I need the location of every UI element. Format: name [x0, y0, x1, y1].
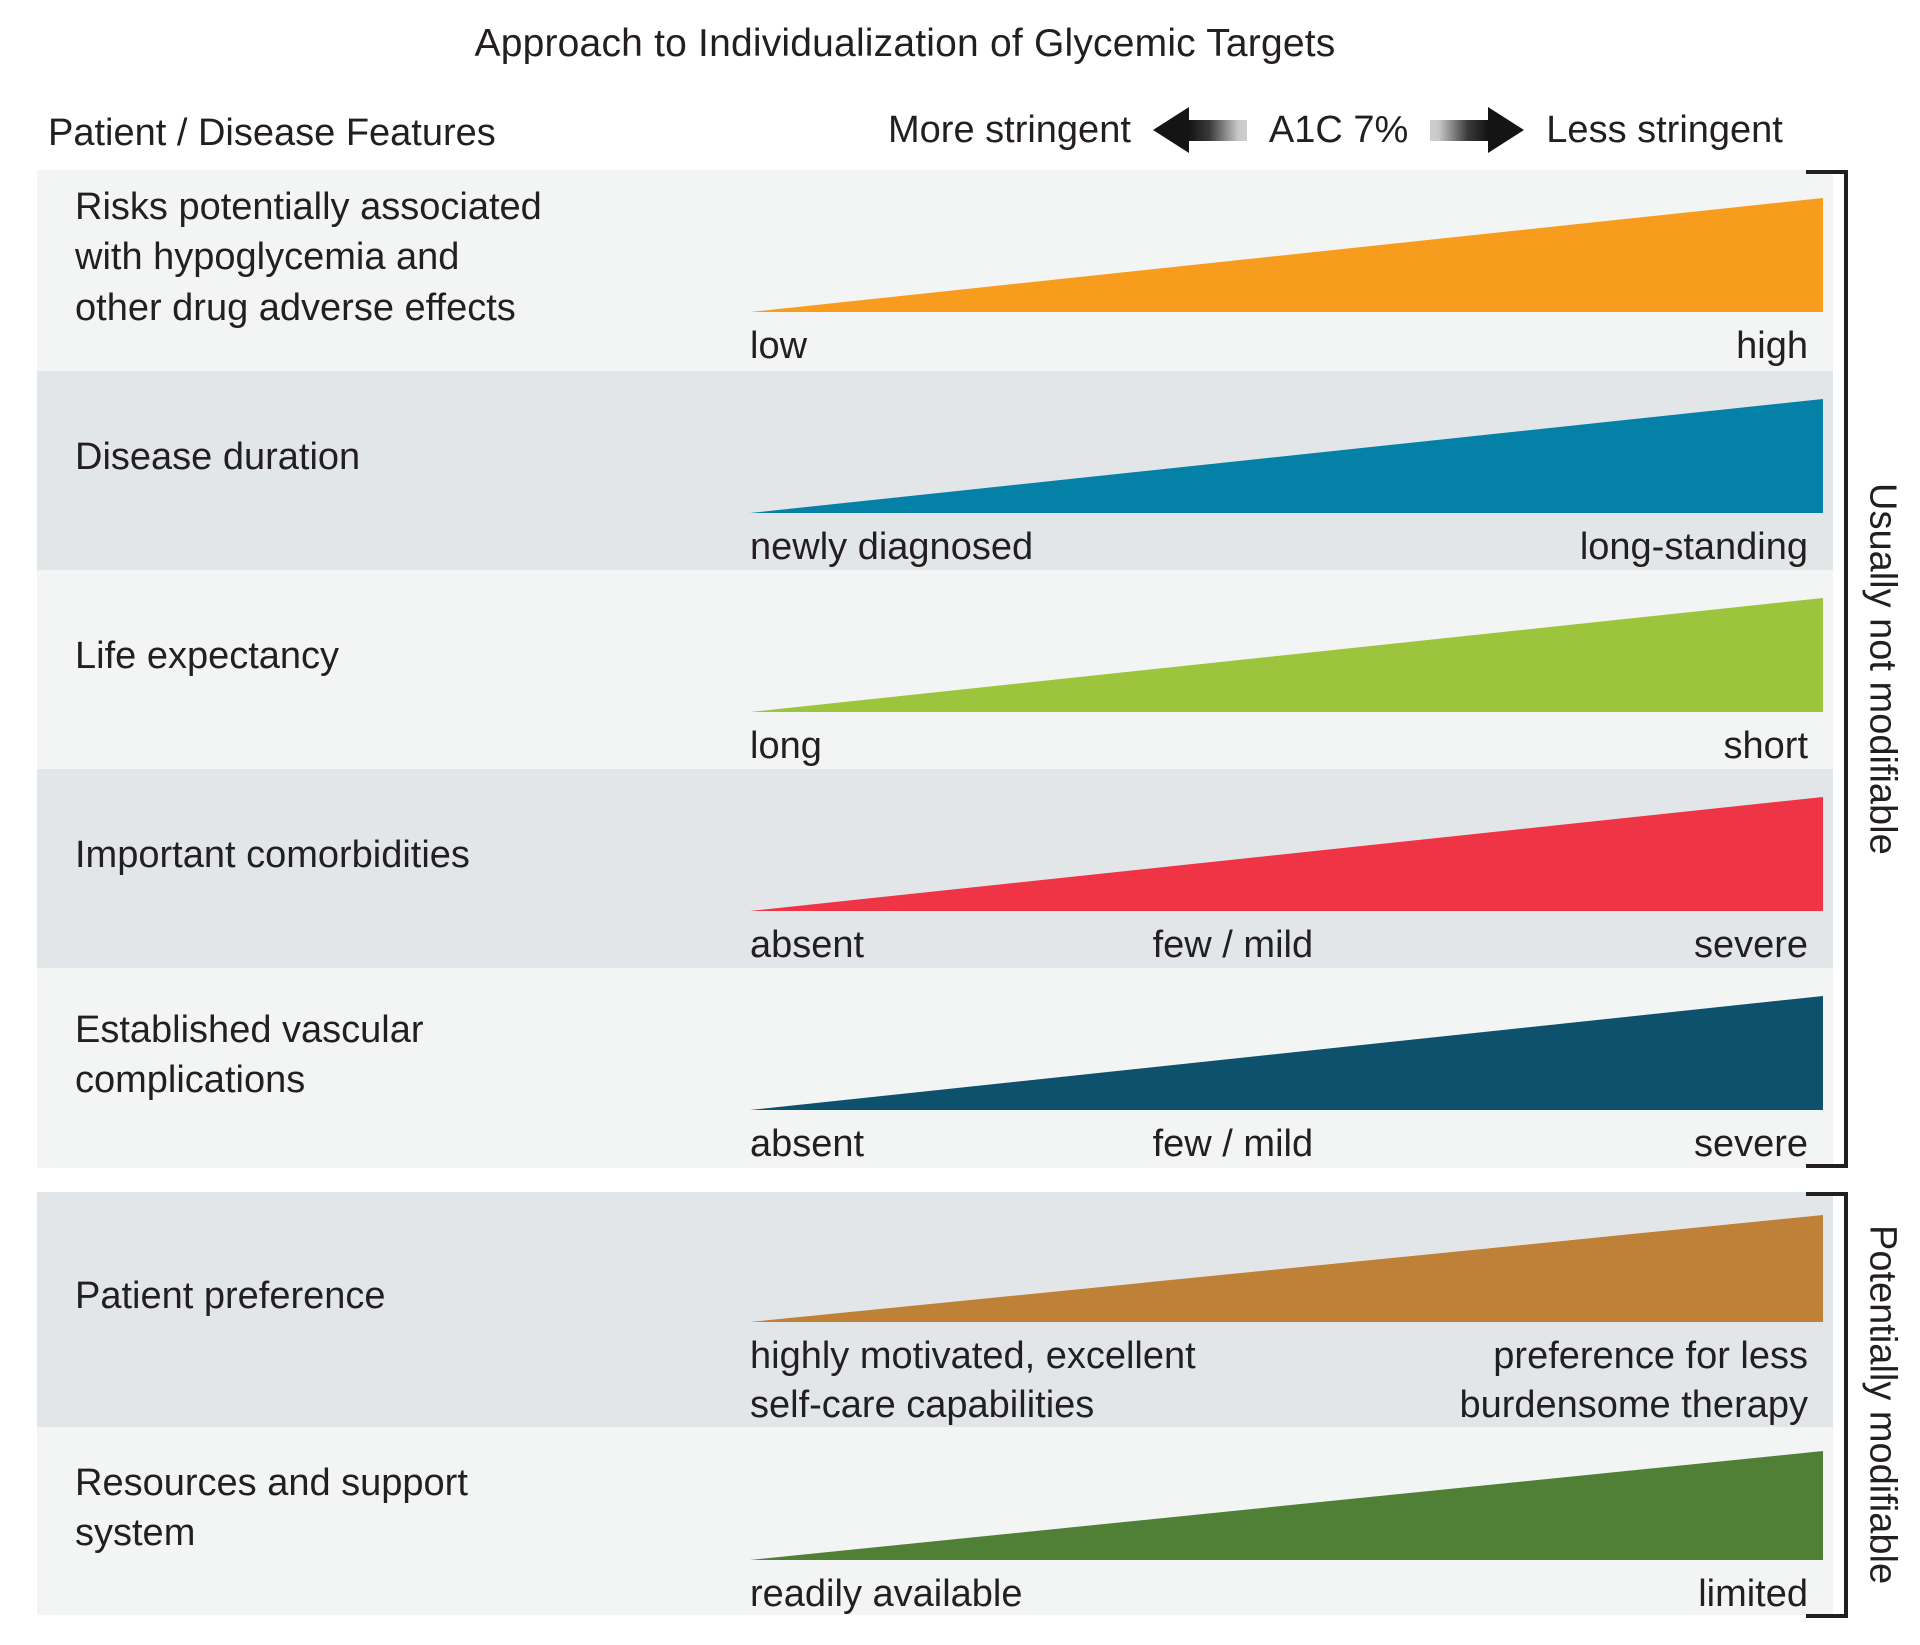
more-stringent-label: More stringent — [888, 108, 1131, 151]
scale-label-left: long — [750, 725, 822, 767]
scale-label-left: newly diagnosed — [750, 526, 1034, 568]
group-label-potentially-modifiable: Potentially modifiable — [1861, 1225, 1904, 1585]
row-disease-duration: Disease duration newly diagnosed long-st… — [37, 371, 1833, 570]
less-stringent-label: Less stringent — [1546, 108, 1783, 151]
feature-label: Disease duration — [75, 436, 361, 479]
scale-label-left: highly motivated, excellent self-care ca… — [750, 1335, 1196, 1426]
scale-label-left: low — [750, 325, 808, 367]
arrow-head-left-icon — [1152, 107, 1189, 153]
arrow-shaft-icon — [1430, 119, 1489, 141]
row-hypoglycemia-risks: Risks potentially associated with hypogl… — [37, 170, 1833, 371]
arrow-head-right-icon — [1488, 107, 1525, 153]
scale-label-right: high — [1736, 325, 1808, 367]
scale-label-left: absent — [750, 924, 865, 966]
feature-label: Life expectancy — [75, 635, 340, 678]
scale-label-right: preference for less burdensome therapy — [1459, 1335, 1808, 1426]
group-label-usually-not-modifiable: Usually not modifiable — [1861, 483, 1904, 855]
scale-label-mid: few / mild — [1152, 924, 1314, 966]
scale-label-left: absent — [750, 1123, 865, 1165]
scale-label-left: readily available — [750, 1573, 1023, 1615]
a1c-target-label: A1C 7% — [1268, 108, 1409, 151]
stringency-scale-header: More stringent A1C 7% Less stringent — [888, 100, 1783, 160]
right-gradient-arrow-icon — [1430, 107, 1525, 153]
scale-label-mid: few / mild — [1152, 1123, 1314, 1165]
left-gradient-arrow-icon — [1152, 107, 1247, 153]
row-important-comorbidities: Important comorbidities absent few / mil… — [37, 769, 1833, 968]
feature-label: Important comorbidities — [75, 834, 470, 877]
patient-disease-features-header: Patient / Disease Features — [48, 112, 496, 154]
figure-title: Approach to Individualization of Glycemi… — [474, 22, 1336, 65]
scale-label-right: long-standing — [1579, 526, 1808, 568]
arrow-shaft-icon — [1188, 119, 1247, 141]
scale-label-right: short — [1723, 725, 1808, 767]
row-life-expectancy: Life expectancy long short — [37, 570, 1833, 769]
feature-label: Patient preference — [75, 1275, 386, 1318]
feature-label: Established vascular complications — [75, 1008, 424, 1101]
row-resources-support: Resources and support system readily ava… — [37, 1427, 1833, 1615]
row-patient-preference: Patient preference highly motivated, exc… — [37, 1192, 1833, 1427]
row-vascular-complications: Established vascular complications absen… — [37, 968, 1833, 1168]
scale-label-right: severe — [1693, 924, 1808, 966]
scale-label-right: severe — [1693, 1123, 1808, 1165]
feature-label: Resources and support system — [75, 1461, 468, 1554]
bracket-not-modifiable — [1806, 170, 1848, 1168]
bracket-potentially-modifiable — [1806, 1192, 1848, 1618]
feature-label: Risks potentially associated with hypogl… — [75, 186, 542, 329]
scale-label-right: limited — [1698, 1573, 1808, 1615]
